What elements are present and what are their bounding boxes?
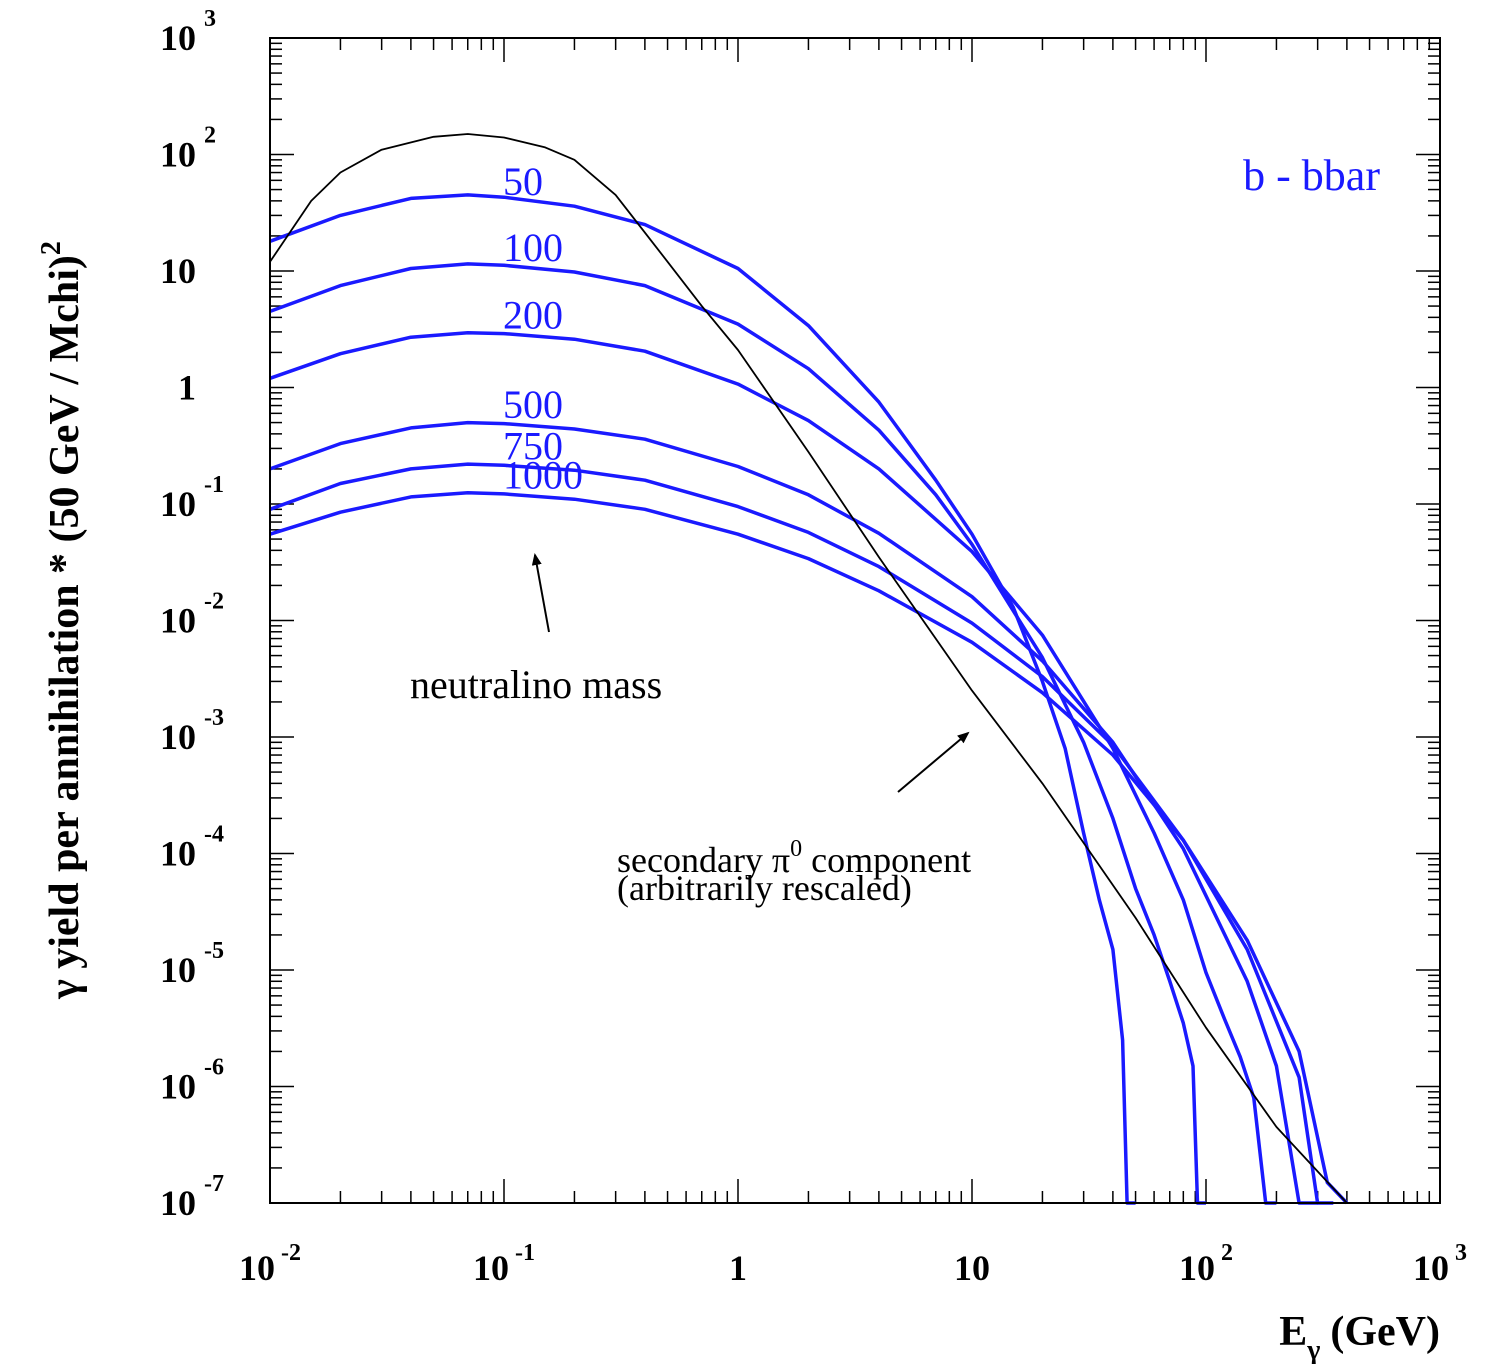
y-tick-label: 10: [160, 1067, 196, 1107]
svg-text:γ yield per annihilation * (50: γ yield per annihilation * (50 GeV / Mch…: [36, 241, 88, 1000]
secondary-component-annotation: secondary π0 component: [617, 836, 971, 880]
x-tick-label-exp: 2: [1221, 1240, 1233, 1266]
y-tick-label: 10: [160, 950, 196, 990]
y-tick-label: 10: [160, 251, 196, 291]
series-line-50: [269, 193, 1136, 1205]
y-tick-label-exp: -6: [204, 1055, 224, 1081]
plot-frame: [269, 37, 1441, 1204]
x-tick-label-base: 1: [729, 1248, 747, 1288]
y-tick-label-base: 10: [160, 717, 196, 757]
channel-label: b - bbar: [1243, 151, 1380, 200]
y-tick-label-base: 10: [160, 834, 196, 874]
x-tick-label-exp: -1: [515, 1240, 535, 1266]
secondary-line1: secondary π: [617, 840, 790, 880]
secondary-line1-end: component: [802, 840, 971, 880]
series-line-1000: [269, 490, 1349, 1205]
secondary-component-arrow: [897, 731, 970, 793]
x-tick-label-base: 10: [954, 1248, 990, 1288]
y-tick-label-base: 10: [160, 950, 196, 990]
x-axis-title: Eγ (GeV): [1279, 1309, 1440, 1364]
x-axis-title-base: E: [1279, 1309, 1307, 1355]
y-tick-label-base: 10: [160, 1183, 196, 1223]
y-tick-label-exp: -3: [204, 705, 224, 731]
series-line-secondary: [269, 133, 1348, 1204]
y-tick-label: 10: [160, 601, 196, 641]
x-tick-label: 10 2: [1179, 1240, 1233, 1288]
y-tick-label-exp: 3: [204, 6, 216, 32]
series-line-100: [269, 262, 1206, 1205]
y-tick-label-base: 10: [160, 135, 196, 175]
svg-text:Eγ(GeV): Eγ (GeV): [1279, 1309, 1440, 1364]
axis-ticks: [269, 38, 1440, 1204]
y-tick-label: 10: [160, 834, 196, 874]
series-label-100: 100: [503, 225, 563, 270]
secondary-rescaled-annotation: (arbitrarily rescaled): [617, 868, 912, 908]
tick-labels: 10 -2 10 -1 1 10 10 2 10 310 310 210110-110-210-310…: [160, 6, 1467, 1288]
y-tick-label-base: 10: [160, 484, 196, 524]
x-tick-label-base: 10: [1179, 1248, 1215, 1288]
x-tick-label: 1: [729, 1248, 747, 1288]
x-axis-title-sub: γ: [1306, 1335, 1320, 1364]
x-tick-label: 10 -2: [239, 1240, 301, 1288]
x-tick-label-base: 10: [473, 1248, 509, 1288]
x-axis-title-unit: (GeV): [1330, 1309, 1440, 1355]
y-tick-label-exp: 2: [204, 123, 216, 149]
x-tick-label-base: 10: [1413, 1248, 1449, 1288]
x-tick-label-exp: 3: [1455, 1240, 1467, 1266]
y-tick-label-base: 10: [160, 1067, 196, 1107]
y-tick-label-exp: -1: [204, 472, 224, 498]
y-tick-label-base: 1: [178, 368, 196, 408]
y-tick-label-exp: -7: [204, 1171, 224, 1197]
series-line-500: [269, 420, 1318, 1205]
y-axis-title-exp: 2: [36, 241, 67, 255]
series-label-50: 50: [503, 159, 543, 204]
y-tick-label-base: 10: [160, 601, 196, 641]
x-tick-label: 10: [954, 1248, 990, 1288]
y-axis-title-text: γ yield per annihilation * (50 GeV / Mch…: [42, 255, 88, 1000]
y-tick-label-exp: -4: [204, 822, 224, 848]
x-tick-label-exp: -2: [281, 1240, 301, 1266]
series-label-200: 200: [503, 292, 563, 337]
y-tick-label: 10: [160, 484, 196, 524]
neutralino-mass-arrow: [531, 553, 550, 633]
x-tick-label: 10 3: [1413, 1240, 1467, 1288]
series-label-1000: 1000: [503, 452, 583, 497]
series-line-750: [269, 462, 1334, 1205]
y-tick-label-base: 10: [160, 251, 196, 291]
y-tick-label: 10: [160, 1183, 196, 1223]
y-axis-title: γ yield per annihilation * (50 GeV / Mch…: [36, 241, 88, 1000]
x-tick-label: 10 -1: [473, 1240, 535, 1288]
secondary-sup: 0: [790, 836, 802, 862]
neutralino-mass-annotation: neutralino mass: [410, 662, 662, 707]
y-tick-label: 10: [160, 717, 196, 757]
y-tick-label-base: 10: [160, 18, 196, 58]
x-tick-label-base: 10: [239, 1248, 275, 1288]
y-tick-label: 10: [160, 135, 196, 175]
y-tick-label-exp: -5: [204, 938, 224, 964]
y-tick-label: 1: [178, 368, 196, 408]
series-label-750: 750: [503, 423, 563, 468]
curves-group: [269, 133, 1349, 1205]
y-tick-label-exp: -2: [204, 589, 224, 615]
series-line-200: [269, 331, 1277, 1205]
series-label-500: 500: [503, 382, 563, 427]
y-tick-label: 10: [160, 18, 196, 58]
